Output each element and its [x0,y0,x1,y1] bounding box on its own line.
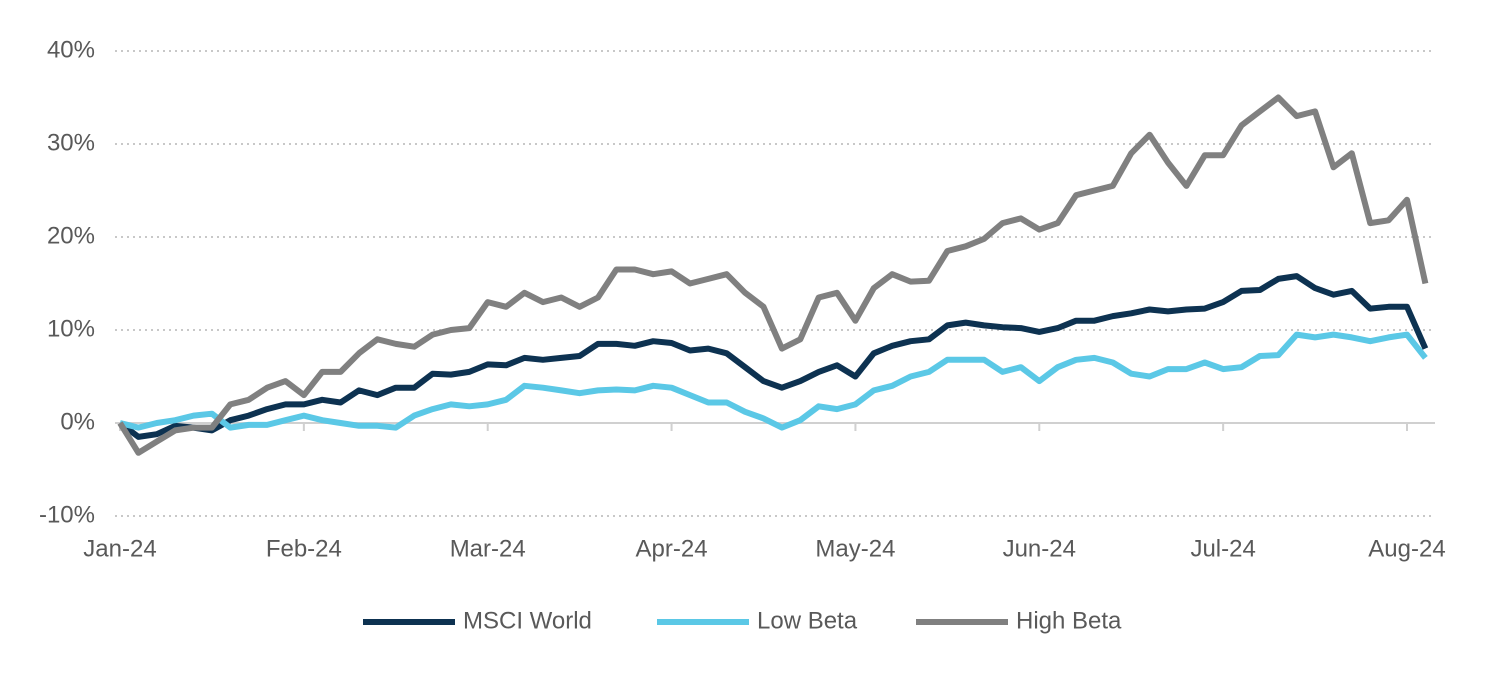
legend-label: MSCI World [463,607,592,634]
y-tick-label: 30% [47,129,95,156]
y-tick-label: 0% [60,408,95,435]
y-tick-label: 10% [47,315,95,342]
x-tick-label: Mar-24 [450,535,526,562]
x-tick-label: Apr-24 [636,535,708,562]
y-tick-label: 40% [47,36,95,63]
series-line [117,94,1429,456]
legend-label: High Beta [1016,607,1122,634]
series-line [119,331,1428,431]
x-tick-label: Feb-24 [266,535,342,562]
series-line [118,273,1429,440]
x-tick-label: Aug-24 [1368,535,1445,562]
legend-label: Low Beta [757,607,858,634]
x-tick-label: May-24 [815,535,895,562]
y-tick-label: 20% [47,222,95,249]
x-tick-label: Jan-24 [83,535,156,562]
x-tick-label: Jul-24 [1190,535,1255,562]
y-tick-label: -10% [39,501,95,528]
x-tick-label: Jun-24 [1003,535,1076,562]
